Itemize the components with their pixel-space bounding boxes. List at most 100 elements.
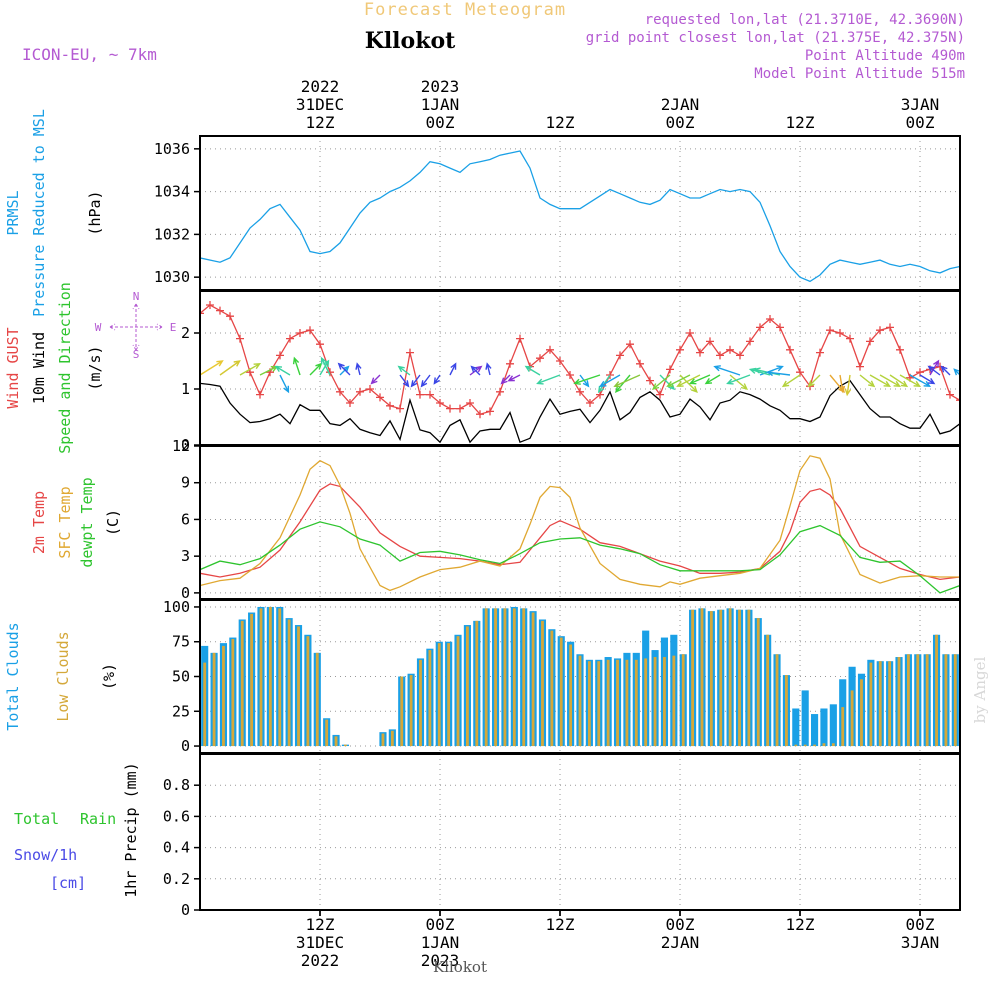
- bar-low-clouds: [803, 744, 807, 747]
- gust-marker: [786, 345, 794, 354]
- wind-vector: [524, 365, 541, 376]
- compass-rose: N W E S: [95, 290, 177, 361]
- wind-vector: [309, 362, 323, 376]
- series-line: [200, 379, 960, 444]
- gust-marker: [396, 404, 404, 413]
- panel-frame: [199, 445, 961, 600]
- wind-vector: [807, 374, 821, 388]
- y-tick-label: 1034: [154, 183, 190, 201]
- compass-e: E: [170, 321, 177, 334]
- bar-low-clouds: [212, 652, 216, 747]
- label-total: Total: [14, 810, 59, 828]
- series-line: [200, 150, 960, 283]
- gust-marker: [336, 387, 344, 396]
- wind-vector: [420, 374, 431, 388]
- series-line: [200, 304, 960, 415]
- bar-low-clouds: [850, 690, 854, 747]
- gust-marker: [306, 326, 314, 335]
- bar-low-clouds: [616, 659, 619, 747]
- bar-low-clouds: [278, 608, 282, 747]
- y-tick-label: 3: [181, 547, 190, 565]
- bar-low-clouds: [897, 657, 901, 747]
- wind-vector: [507, 374, 521, 382]
- wind-vector: [676, 374, 701, 387]
- y-tick-label: 0: [181, 436, 190, 454]
- time-label: 00Z: [906, 113, 935, 132]
- bar-low-clouds: [775, 654, 779, 747]
- wind-vector: [433, 374, 441, 385]
- bar-low-clouds: [334, 736, 338, 747]
- gust-marker: [816, 348, 824, 357]
- bar-low-clouds: [644, 658, 648, 747]
- point-altitude: Point Altitude 490m: [805, 48, 965, 64]
- bar-low-clouds: [315, 652, 319, 747]
- model-label: ICON-EU, ~ 7km: [22, 45, 157, 64]
- panel-label: (hPa): [86, 190, 104, 235]
- wind-vector: [410, 374, 421, 388]
- footer-location: Kllokot: [433, 958, 487, 976]
- y-tick-label: 1: [181, 380, 190, 398]
- bar-low-clouds: [503, 608, 507, 747]
- bar-low-clouds: [587, 661, 591, 747]
- bar-low-clouds: [831, 743, 835, 747]
- bar-low-clouds: [860, 679, 863, 747]
- bar-low-clouds: [906, 654, 910, 747]
- bar-low-clouds: [250, 613, 254, 747]
- wind-vector: [292, 356, 301, 376]
- bar-low-clouds: [475, 620, 479, 747]
- gust-marker: [916, 368, 924, 377]
- plot-area: [200, 150, 960, 283]
- bar-low-clouds: [240, 620, 244, 747]
- panel-label: Wind GUST: [4, 327, 22, 408]
- gust-marker: [346, 399, 354, 407]
- label-snow-unit: [cm]: [50, 874, 86, 892]
- panel-frame: [199, 753, 961, 911]
- wind-vector: [729, 374, 749, 391]
- bar-low-clouds: [597, 661, 601, 747]
- wind-vector: [889, 374, 909, 388]
- bar-low-clouds: [222, 645, 225, 747]
- time-label: 00Z: [426, 915, 455, 934]
- wind-vector: [613, 374, 641, 388]
- gust-marker: [316, 340, 324, 349]
- label-precip-unit: 1hr Precip (mm): [122, 762, 140, 897]
- wind-vector: [470, 365, 481, 376]
- y-tick-label: 1036: [154, 140, 190, 158]
- gust-marker: [426, 390, 434, 399]
- gust-marker: [466, 399, 474, 407]
- bar-low-clouds: [456, 636, 460, 747]
- bar-low-clouds: [484, 608, 488, 747]
- bar-low-clouds: [794, 744, 798, 747]
- y-tick-label: 0.8: [163, 776, 190, 794]
- wind-vector: [598, 374, 621, 387]
- bar-low-clouds: [691, 609, 694, 747]
- gust-marker: [676, 345, 684, 354]
- gust-marker: [356, 387, 364, 396]
- label-rain: Rain: [80, 810, 116, 828]
- y-tick-label: 1030: [154, 268, 190, 286]
- gust-marker: [386, 401, 394, 410]
- bar-low-clouds: [494, 608, 497, 747]
- panel-label: (m/s): [86, 345, 104, 390]
- y-tick-label: 0: [181, 901, 190, 919]
- gust-marker: [696, 348, 704, 357]
- y-tick-label: 0: [181, 584, 190, 602]
- wind-vector: [781, 374, 801, 388]
- wind-vector: [859, 374, 876, 388]
- bar-low-clouds: [203, 662, 207, 747]
- time-label: 12Z: [546, 915, 575, 934]
- bar-low-clouds: [935, 634, 938, 747]
- wind-vector: [940, 365, 951, 376]
- gust-marker: [486, 407, 494, 416]
- bar-low-clouds: [766, 634, 770, 747]
- gust-marker: [716, 351, 724, 360]
- gust-marker: [726, 345, 734, 354]
- wind-vector: [713, 365, 741, 376]
- bar-low-clouds: [578, 655, 582, 747]
- wind-vector: [688, 374, 711, 385]
- panel-label: (%): [100, 663, 118, 690]
- bar-low-clouds: [259, 608, 263, 747]
- gust-marker: [456, 404, 464, 413]
